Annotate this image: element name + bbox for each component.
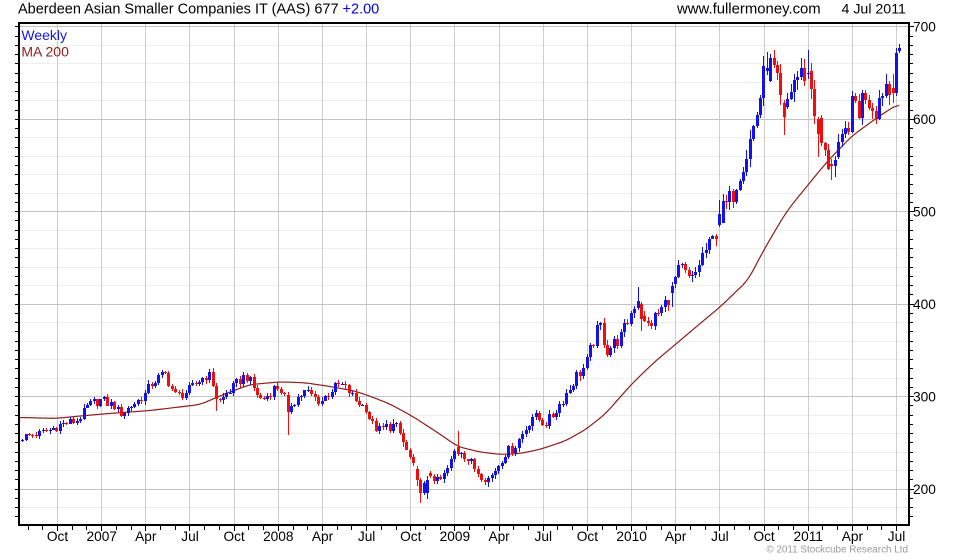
svg-text:Jul: Jul <box>181 529 199 544</box>
svg-text:MA 200: MA 200 <box>21 43 69 59</box>
svg-text:Oct: Oct <box>47 529 68 544</box>
svg-text:www.fullermoney.com: www.fullermoney.com <box>676 2 821 18</box>
svg-text:400: 400 <box>913 297 936 312</box>
svg-text:Oct: Oct <box>223 529 244 544</box>
svg-text:600: 600 <box>913 112 936 127</box>
svg-text:300: 300 <box>913 389 936 404</box>
svg-text:Apr: Apr <box>488 529 510 544</box>
svg-text:2010: 2010 <box>616 529 647 544</box>
svg-text:Jul: Jul <box>535 529 553 544</box>
svg-text:Apr: Apr <box>135 529 157 544</box>
svg-text:Jul: Jul <box>711 529 729 544</box>
svg-text:Jul: Jul <box>358 529 376 544</box>
svg-text:Oct: Oct <box>753 529 774 544</box>
svg-text:2011: 2011 <box>793 529 822 544</box>
svg-text:500: 500 <box>913 205 936 220</box>
svg-text:700: 700 <box>913 20 936 35</box>
svg-text:Apr: Apr <box>842 529 864 544</box>
svg-text:Weekly: Weekly <box>21 27 67 43</box>
svg-text:2009: 2009 <box>440 529 470 544</box>
svg-text:2008: 2008 <box>263 529 294 544</box>
svg-text:Oct: Oct <box>400 529 421 544</box>
svg-text:Apr: Apr <box>665 529 687 544</box>
svg-text:Apr: Apr <box>312 529 334 544</box>
svg-text:2007: 2007 <box>86 529 116 544</box>
svg-text:200: 200 <box>913 482 936 497</box>
svg-text:© 2011 Stockcube Research Ltd: © 2011 Stockcube Research Ltd <box>766 545 908 556</box>
svg-text:Oct: Oct <box>577 529 598 544</box>
svg-text:4 Jul 2011: 4 Jul 2011 <box>842 2 907 18</box>
svg-text:Jul: Jul <box>888 529 906 544</box>
svg-text:Aberdeen Asian Smaller Compani: Aberdeen Asian Smaller Companies IT (AAS… <box>18 2 379 18</box>
